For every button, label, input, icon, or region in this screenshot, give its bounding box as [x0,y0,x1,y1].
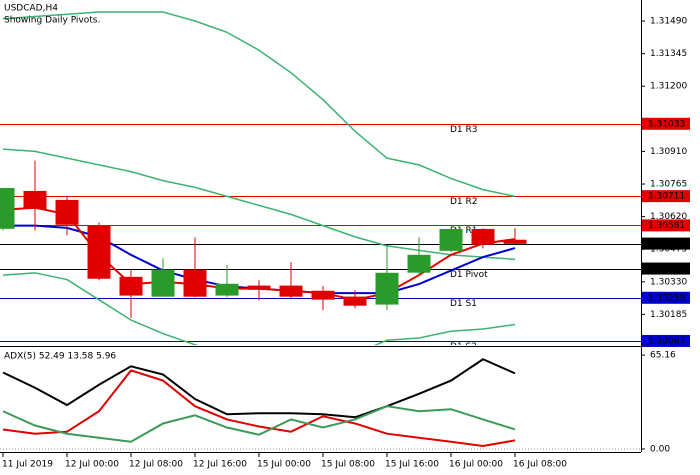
x-tick-label: 15 Jul 00:00 [257,460,311,470]
indicator-line [2,11,516,198]
candle-body [183,269,207,297]
y-tick-label: 0.00 [650,444,670,454]
adx-plot [0,358,641,450]
price-box-label: 1.30259 [648,293,685,303]
y-tick-label: 1.30475 [650,245,687,255]
candle-body [119,276,143,296]
x-tick-label: 12 Jul 08:00 [129,460,183,470]
candle-body [0,188,15,229]
candle-body [407,254,431,273]
candle-body [23,190,47,210]
pivot-label: D1 S1 [450,299,477,309]
candle-body [439,228,463,251]
y-tick-label: 1.30620 [650,212,687,222]
price-box-label: 1.31033 [648,119,685,129]
x-tick-label: 16 Jul 00:00 [449,460,503,470]
adx-line [2,405,516,443]
candle-body [215,283,239,296]
adx-title: ADX(5) 52.49 13.58 5.96 [4,352,116,362]
x-tick-label: 11 Jul 2019 [2,460,53,470]
y-tick-label: 65.16 [650,351,676,361]
candle-body [247,285,271,290]
chart-title: USDCAD,H4 [4,4,58,14]
candle-body [279,285,303,297]
y-tick-label: 1.31345 [650,49,687,59]
pivot-label: D1 S2 [450,342,477,352]
x-tick-label: 15 Jul 08:00 [321,460,375,470]
y-tick-label: 1.31200 [650,82,687,92]
price-box [642,291,690,304]
candle-body [87,225,111,279]
pivot-label: D1 R3 [450,125,478,135]
candle-body [471,228,495,245]
adx-line [2,369,516,447]
price-box [642,334,690,347]
y-tick-label: 1.30910 [650,147,687,157]
candle-body [55,199,79,225]
price-box [642,237,690,250]
y-tick-label: 1.30765 [650,180,687,190]
x-tick-label: 16 Jul 08:00 [513,460,567,470]
x-tick-label: 15 Jul 16:00 [385,460,439,470]
x-tick-label: 12 Jul 16:00 [193,460,247,470]
price-box [642,190,690,203]
candle-body [311,290,335,300]
indicator-line [2,272,516,345]
price-box-label: 1.30067 [648,336,685,346]
price-box [642,219,690,232]
price-box [642,262,690,275]
y-tick-label: 1.30185 [650,310,687,320]
adx-line [2,358,516,419]
candle-body [375,272,399,305]
main-plot: D1 R3 D1 R2 D1 R1 D1 Pivot D1 S1 D1 S2 [0,11,641,352]
chart-subtitle: Showing Daily Pivots. [4,16,100,26]
candle-body [343,296,367,306]
candle-body [503,239,527,244]
price-box [642,117,690,130]
axes: 1.31490 1.31345 1.31200 1.30910 1.30765 1.306… [2,17,690,470]
price-box-label: 1.30500 [648,239,685,249]
pivot-label: D1 R1 [450,226,478,236]
pivot-label: D1 Pivot [450,270,488,280]
price-box-label: 1.30389 [648,264,685,274]
indicator-line [2,148,516,261]
y-tick-label: 1.30330 [650,277,687,287]
candle-body [151,269,175,297]
x-tick-label: 12 Jul 00:00 [65,460,119,470]
price-box-label: 1.30581 [648,221,685,231]
price-box-label: 1.30711 [648,192,685,202]
pivot-label: D1 R2 [450,197,478,207]
y-tick-label: 1.31490 [650,17,687,27]
